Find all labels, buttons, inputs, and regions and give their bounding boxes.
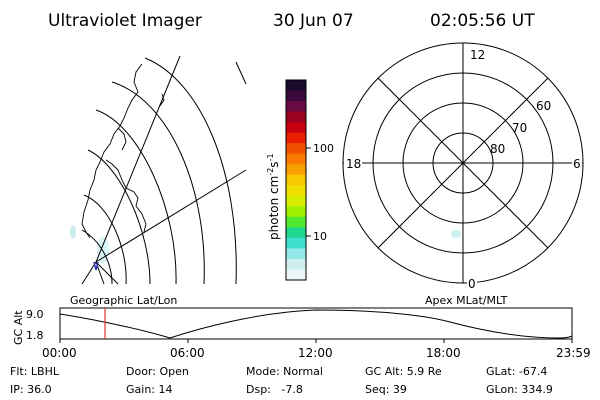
colorbar-unit: photon cm-2s-1 <box>266 153 281 240</box>
timeline-xlabel-2359: 23:59 <box>556 346 591 360</box>
lon-line-2 <box>95 169 247 263</box>
colorbar-cell <box>286 258 306 270</box>
status-gc-alt: GC Alt: 5.9 Re <box>365 365 442 378</box>
timeline-altitude-curve <box>59 309 573 339</box>
colorbar-cell <box>286 101 306 113</box>
colorbar-tick-label-10: 10 <box>313 230 327 243</box>
polar-panel-label: Apex MLat/MLT <box>425 294 508 307</box>
colorbar-cell <box>286 216 306 228</box>
status-ip: IP: 36.0 <box>10 383 52 396</box>
lon-line-6 <box>95 261 119 285</box>
status-door: Door: Open <box>126 365 189 378</box>
geographic-map <box>70 55 247 285</box>
site-marker <box>93 261 99 271</box>
lat-arc-5 <box>83 194 127 285</box>
timeline <box>59 307 573 343</box>
status-row-2: IP: 36.0 Gain: 14 Dsp: -7.8 Seq: 39 GLon… <box>10 383 553 396</box>
label-bg-18 <box>344 156 362 170</box>
polar-plot <box>342 42 584 284</box>
mlt-label-0: 0 <box>468 277 476 291</box>
polar-line-diag-2 <box>377 77 549 249</box>
colorbar-cell <box>286 206 306 218</box>
timeline-xlabel-1200: 12:00 <box>298 346 333 360</box>
timeline-xlabel-1800: 18:00 <box>426 346 461 360</box>
colorbar-cell <box>286 227 306 239</box>
lat-arc-4 <box>87 149 151 285</box>
coastline <box>81 63 165 239</box>
colorbar-cell <box>286 143 306 155</box>
timeline-xlabel-0000: 00:00 <box>42 346 77 360</box>
colorbar-cell <box>286 248 306 260</box>
lon-line-4 <box>81 261 97 285</box>
mlt-label-12: 12 <box>470 48 485 62</box>
instrument-title: Ultraviolet Imager <box>48 11 202 31</box>
colorbar-tick-label-100: 100 <box>313 142 334 155</box>
lat-arc-3 <box>95 109 177 285</box>
lat-arc-2 <box>111 81 205 285</box>
label-bg-12 <box>469 47 485 61</box>
colorbar-cells <box>286 80 306 281</box>
timeline-ytick-low: 1.8 <box>26 329 44 342</box>
colorbar-frame <box>285 79 307 281</box>
status-seq: Seq: 39 <box>365 383 407 396</box>
lat-label-60: 60 <box>536 99 551 113</box>
colorbar-cell <box>286 80 306 92</box>
colorbar: 100 10 photon cm-2s-1 <box>266 79 334 281</box>
header-time: 02:05:56 UT <box>430 11 535 31</box>
lat-arc-1 <box>144 57 237 285</box>
status-mode: Mode: Normal <box>246 365 323 378</box>
colorbar-cell <box>286 174 306 186</box>
header-date: 30 Jun 07 <box>273 11 354 31</box>
mlt-label-18: 18 <box>346 157 361 171</box>
lon-line-1 <box>95 55 181 263</box>
status-filter: Flt: LBHL <box>10 365 60 378</box>
lat-label-80: 80 <box>490 142 505 156</box>
colorbar-cell <box>286 269 306 281</box>
colorbar-cell <box>286 185 306 197</box>
colorbar-cell <box>286 111 306 123</box>
colorbar-cell <box>286 237 306 249</box>
colorbar-cell <box>286 90 306 102</box>
timeline-xlabel-0600: 06:00 <box>170 346 205 360</box>
colorbar-cell <box>286 122 306 134</box>
status-row-1: Flt: LBHL Door: Open Mode: Normal GC Alt… <box>10 365 547 378</box>
left-panel-label: Geographic Lat/Lon <box>70 294 177 307</box>
status-dsp: Dsp: -7.8 <box>246 383 303 396</box>
label-bg-6 <box>572 156 582 170</box>
polar-haze <box>451 230 461 238</box>
status-glat: GLat: -67.4 <box>486 365 547 378</box>
auroral-haze-2 <box>70 225 76 239</box>
colorbar-cell <box>286 153 306 165</box>
status-glon: GLon: 334.9 <box>486 383 553 396</box>
colorbar-cell <box>286 164 306 176</box>
timeline-frame <box>59 307 573 340</box>
timeline-ylabel: GC Alt <box>12 310 25 345</box>
colorbar-cell <box>286 195 306 207</box>
status-gain: Gain: 14 <box>126 383 173 396</box>
label-bg-0 <box>467 276 477 290</box>
mlt-label-6: 6 <box>573 157 581 171</box>
lat-label-70: 70 <box>512 121 527 135</box>
lon-line-3 <box>235 61 247 85</box>
timeline-ytick-high: 9.0 <box>26 308 44 321</box>
colorbar-cell <box>286 132 306 144</box>
